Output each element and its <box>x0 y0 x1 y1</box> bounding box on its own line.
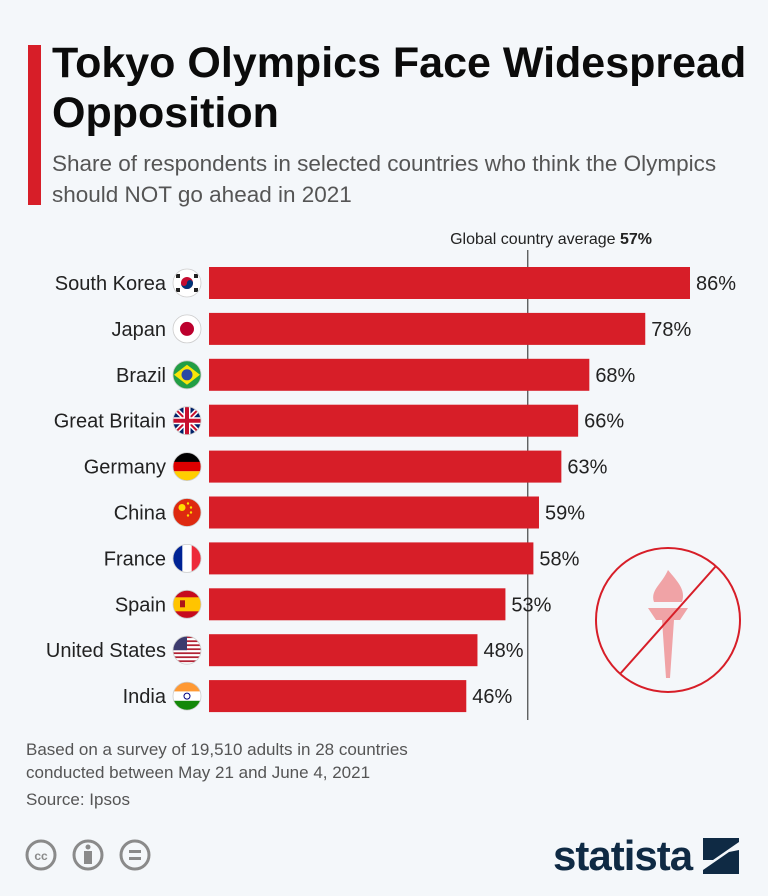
bar-row: South Korea 86% <box>55 267 736 299</box>
category-label: India <box>123 686 167 708</box>
bar-row: Spain 53% <box>115 588 552 621</box>
bar <box>209 358 590 391</box>
category-label: Spain <box>115 594 166 616</box>
bar-row: Brazil 68% <box>116 358 636 391</box>
bar <box>209 312 646 345</box>
flag-icon-br <box>172 360 202 390</box>
subtitle: Share of respondents in selected countri… <box>52 151 717 207</box>
license-icons[interactable]: cc <box>24 838 164 878</box>
source: Source: Ipsos <box>26 790 130 809</box>
no-torch-icon <box>595 547 741 693</box>
category-label: South Korea <box>55 273 167 295</box>
accent-bar <box>28 45 41 205</box>
average-label: Global country average 57% <box>450 231 652 248</box>
bar-row: Germany 63% <box>84 450 608 483</box>
bar-row: China 59% <box>114 496 585 529</box>
by-icon <box>72 839 104 871</box>
bar-row: Great Britain 66% <box>54 404 624 437</box>
bar-row: Japan 78% <box>112 312 692 345</box>
flag-icon-jp <box>172 314 202 344</box>
bar <box>209 542 534 575</box>
category-label: France <box>104 548 166 570</box>
value-label: 86% <box>696 273 736 295</box>
brand-name: statista <box>553 832 693 879</box>
flag-icon-in <box>172 681 202 711</box>
bar <box>209 496 539 529</box>
flag-icon-es <box>172 589 202 619</box>
average-label-value: 57% <box>620 231 652 248</box>
average-label-prefix: Global country average <box>450 231 620 248</box>
cc-icon: cc <box>25 839 57 871</box>
value-label: 48% <box>483 640 523 662</box>
bar <box>209 267 690 299</box>
flag-icon-kr <box>172 268 202 298</box>
bar <box>209 680 467 713</box>
category-label: China <box>114 503 167 525</box>
value-label: 68% <box>595 365 635 387</box>
bar-row: India 46% <box>123 680 513 713</box>
flag-icon-cn <box>172 498 202 527</box>
value-label: 59% <box>545 503 585 525</box>
statista-logo[interactable]: statista <box>553 832 739 880</box>
value-label: 78% <box>651 319 691 341</box>
bar <box>209 634 478 667</box>
footnote: Based on a survey of 19,510 adults in 28… <box>26 738 408 784</box>
flag-icon-fr <box>172 544 202 573</box>
bar-chart: Global country average 57% South Korea 86… <box>46 231 741 720</box>
flag-icon-us <box>172 635 202 665</box>
value-label: 58% <box>539 548 579 570</box>
bar <box>209 450 562 483</box>
bar <box>209 588 506 621</box>
value-label: 66% <box>584 411 624 433</box>
value-label: 63% <box>567 457 607 479</box>
value-label: 53% <box>511 594 551 616</box>
bar-row: France 58% <box>104 542 580 575</box>
nd-icon <box>119 839 151 871</box>
footnote-line-1: Based on a survey of 19,510 adults in 28… <box>26 740 408 759</box>
flag-icon-de <box>172 452 202 482</box>
value-label: 46% <box>472 686 512 708</box>
category-label: Great Britain <box>54 411 166 433</box>
flag-icon-gb <box>172 406 202 436</box>
svg-text:cc: cc <box>34 849 48 863</box>
bar-row: United States 48% <box>46 634 524 667</box>
category-label: Germany <box>84 457 166 479</box>
statista-logo-icon <box>702 838 739 874</box>
footnote-line-2: conducted between May 21 and June 4, 202… <box>26 763 371 782</box>
category-label: Japan <box>112 319 167 341</box>
page-title: Tokyo Olympics Face Widespread Oppositio… <box>52 39 747 137</box>
category-label: United States <box>46 640 166 662</box>
category-label: Brazil <box>116 365 166 387</box>
bar <box>209 404 579 437</box>
